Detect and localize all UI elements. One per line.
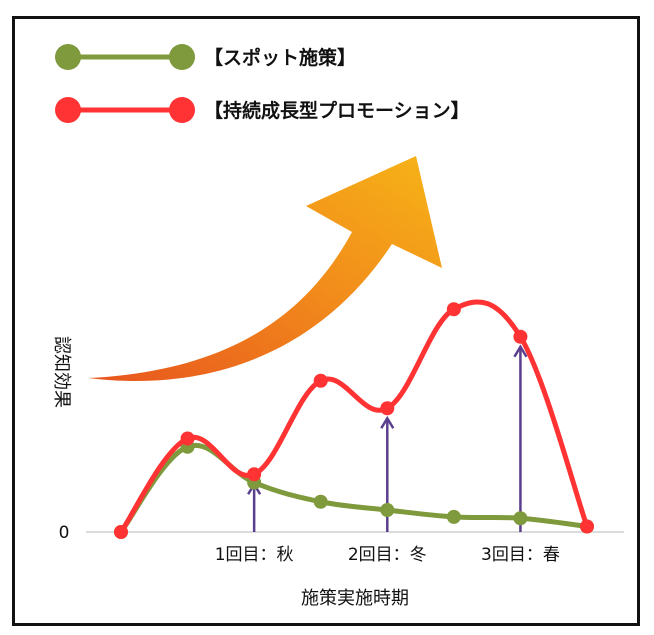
data-point: [313, 373, 328, 388]
series-1: [114, 299, 594, 539]
data-point: [513, 329, 528, 344]
growth-arrow-icon: [88, 156, 442, 382]
data-point: [380, 503, 395, 517]
data-point: [446, 302, 461, 317]
y-axis-title: 認知効果: [51, 336, 72, 408]
legend-item-sustained: 【持続成長型プロモーション】: [55, 97, 470, 123]
legend-label-spot: 【スポット施策】: [204, 46, 356, 69]
data-point: [180, 431, 195, 446]
data-point: [580, 519, 594, 534]
legend-item-spot: 【スポット施策】: [55, 44, 356, 70]
series-layer: [114, 299, 594, 539]
data-point: [380, 401, 395, 416]
data-point: [247, 467, 262, 482]
data-point: [446, 509, 461, 524]
data-point: [114, 525, 128, 539]
x-tick-labels: 1回目：秋 2回目：冬 3回目：春: [215, 545, 560, 565]
chart-frame: [12, 16, 640, 626]
legend-marker-sustained: [55, 97, 81, 123]
marker-arrowhead-icon: [380, 415, 395, 429]
data-point: [313, 494, 328, 509]
legend: 【スポット施策】 【持続成長型プロモーション】: [55, 44, 470, 123]
series-0: [114, 439, 594, 539]
x-axis-title: 施策実施時期: [301, 588, 409, 609]
x-tick-label: 3回目：春: [481, 545, 560, 565]
campaign-marker-arrow: [513, 344, 528, 532]
legend-marker-spot: [55, 44, 81, 70]
legend-label-sustained: 【持続成長型プロモーション】: [204, 99, 470, 122]
x-tick-label: 1回目：秋: [215, 545, 294, 565]
data-point: [513, 511, 528, 526]
campaign-marker-arrow: [247, 481, 262, 532]
legend-marker-spot: [169, 44, 195, 70]
y-tick-label: 0: [59, 523, 70, 543]
marker-arrowhead-icon: [513, 344, 528, 358]
x-tick-label: 2回目：冬: [348, 545, 427, 565]
legend-marker-sustained: [169, 97, 195, 123]
